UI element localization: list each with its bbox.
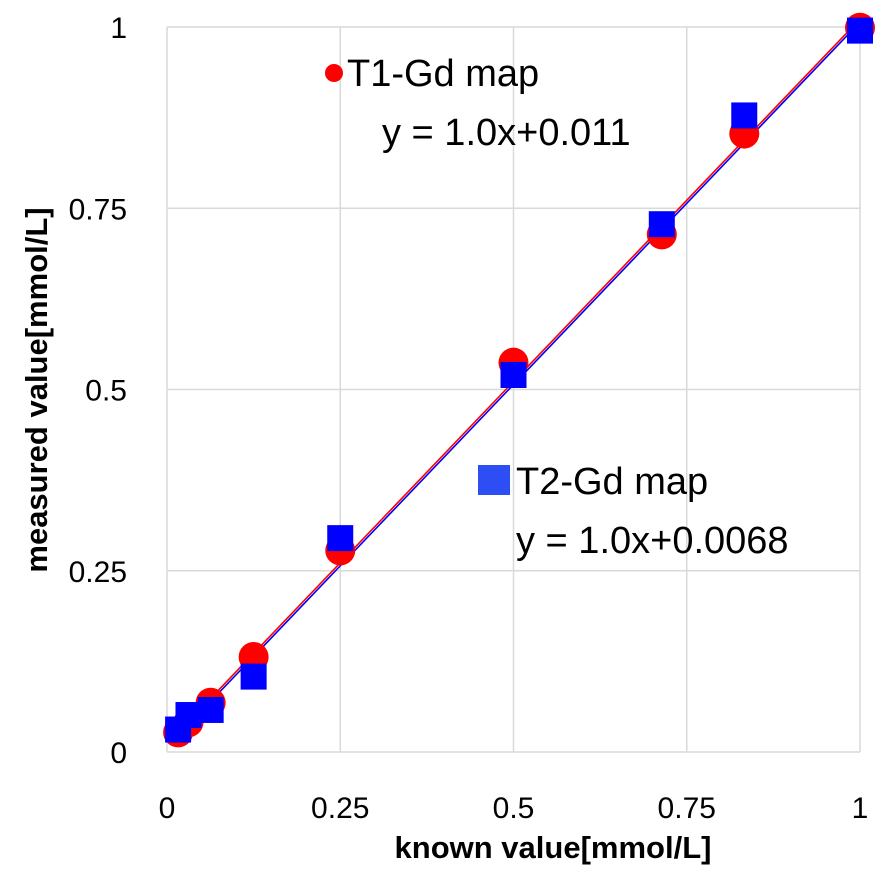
x-tick-label-0: 0 [159,792,176,825]
point-t2-gd-map-7 [731,102,758,129]
point-t2-gd-map-1 [175,702,202,729]
point-t2-gd-map-4 [327,525,354,552]
y-axis-title: measured value[mmol/L] [19,207,54,572]
legend-t1-equation: y = 1.0x+0.011 [382,112,631,154]
x-tick-label-2: 0.5 [493,792,535,825]
legend-t2-label: T2-Gd map [516,461,708,503]
legend-t1-marker [325,64,343,82]
y-tick-label-2: 0.5 [85,375,127,408]
legend-t2-gd: T2-Gd map y = 1.0x+0.0068 [478,461,789,562]
tick-labels: 0 0.25 0.5 0.75 1 0 0.25 0.5 0.75 1 [69,12,869,825]
legend-t1-label: T1-Gd map [347,53,539,95]
y-tick-label-1: 0.25 [69,556,127,589]
x-tick-label-1: 0.25 [311,792,369,825]
grid-lines [166,26,861,753]
y-tick-label-0: 0 [110,737,127,770]
y-tick-label-3: 0.75 [69,193,127,226]
x-axis-title: known value[mmol/L] [395,830,712,865]
point-t2-gd-map-8 [847,17,873,44]
x-tick-label-4: 1 [852,792,869,825]
legend-t2-equation: y = 1.0x+0.0068 [516,520,789,562]
legend-t2-marker [478,465,510,495]
point-t2-gd-map-2 [197,696,224,723]
legend-t1-gd: T1-Gd map y = 1.0x+0.011 [325,53,631,154]
y-tick-label-4: 1 [110,12,127,45]
point-t2-gd-map-5 [500,362,527,388]
point-t2-gd-map-6 [648,211,675,238]
point-t2-gd-map-3 [240,663,267,690]
x-tick-label-3: 0.75 [658,792,716,825]
data-points [163,12,875,748]
